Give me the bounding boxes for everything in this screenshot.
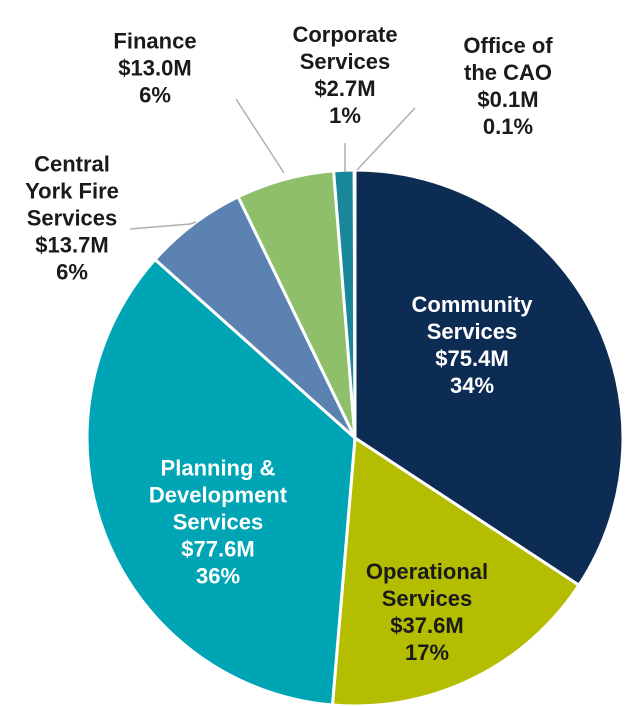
value-label: $75.4M <box>435 346 509 371</box>
percent-label: 1% <box>329 103 361 128</box>
slice-label: Central York Fire Services $13.7M 6% <box>11 151 133 286</box>
percent-label: 34% <box>449 373 495 398</box>
pie-slice <box>85 257 357 706</box>
category-label: Corporate Services <box>292 22 398 74</box>
percent-label: 36% <box>195 563 241 589</box>
percent-label: 6% <box>56 259 88 285</box>
category-label: Planning & Development Services <box>148 455 288 535</box>
percent-label: 6% <box>139 82 171 108</box>
percent-label: 17% <box>404 640 450 665</box>
category-label: Finance <box>113 28 197 54</box>
slice-label: Finance $13.0M 6% <box>90 28 220 109</box>
slice-label: Planning & Development Services $77.6M 36% <box>131 455 306 590</box>
value-label: $13.7M <box>35 232 109 258</box>
value-label: $13.0M <box>118 55 192 81</box>
category-label: Operational Services <box>365 559 489 611</box>
leader-line <box>235 98 285 174</box>
percent-label: 0.1% <box>482 114 534 139</box>
value-label: $2.7M <box>314 76 376 101</box>
leader-line <box>356 107 416 171</box>
slice-label: Operational Services $37.6M 17% <box>345 558 510 666</box>
category-label: Office of the CAO <box>463 33 553 85</box>
value-label: $0.1M <box>477 87 539 112</box>
leader-line <box>129 221 197 230</box>
category-label: Central York Fire Services <box>25 151 119 231</box>
slice-label: Community Services $75.4M 34% <box>385 291 560 399</box>
value-label: $37.6M <box>390 613 464 638</box>
pie-slice <box>352 168 357 439</box>
category-label: Community Services <box>411 292 533 344</box>
slice-label: Office of the CAO $0.1M 0.1% <box>446 32 571 140</box>
value-label: $77.6M <box>181 536 255 562</box>
slice-label: Corporate Services $2.7M 1% <box>278 21 413 129</box>
